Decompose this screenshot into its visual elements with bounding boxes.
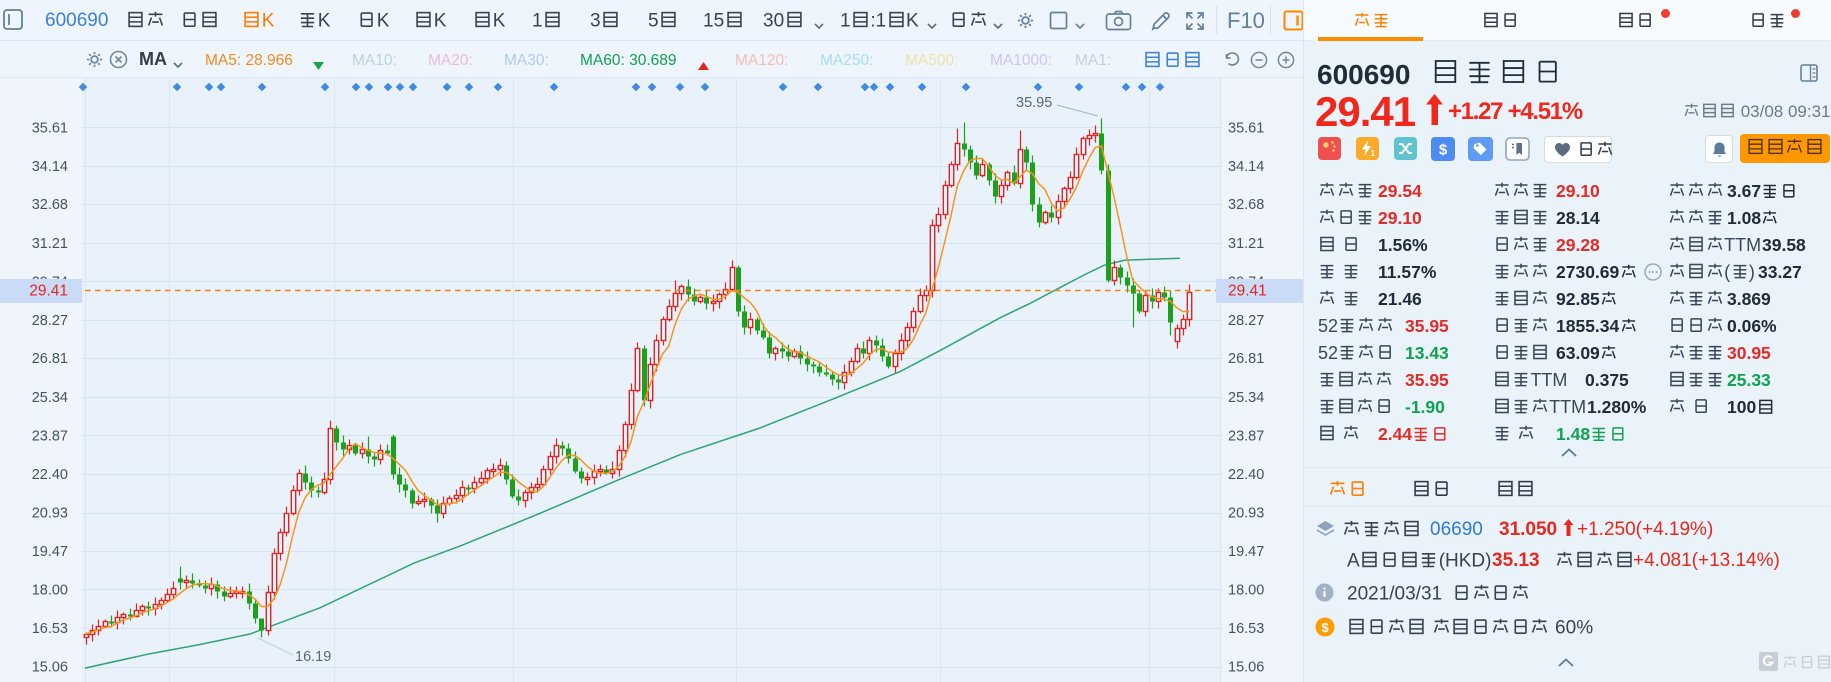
svg-text:19.47: 19.47 <box>32 544 68 560</box>
svg-text:16.19: 16.19 <box>295 649 331 665</box>
svg-text:22.40: 22.40 <box>1228 467 1264 483</box>
svg-text:26.81: 26.81 <box>32 351 68 367</box>
svg-text:34.14: 34.14 <box>1228 159 1264 175</box>
svg-text:15.06: 15.06 <box>1228 660 1264 676</box>
svg-text:34.14: 34.14 <box>32 159 68 175</box>
svg-text:28.27: 28.27 <box>1228 313 1264 329</box>
svg-text:31.21: 31.21 <box>1228 236 1264 252</box>
svg-text:20.93: 20.93 <box>32 506 68 522</box>
svg-text:35.61: 35.61 <box>1228 120 1264 136</box>
svg-text:20.93: 20.93 <box>1228 506 1264 522</box>
svg-text:16.53: 16.53 <box>1228 621 1264 637</box>
svg-text:29.41: 29.41 <box>29 283 68 300</box>
svg-text:23.87: 23.87 <box>1228 428 1264 444</box>
svg-text:25.34: 25.34 <box>1228 390 1264 406</box>
svg-text:26.81: 26.81 <box>1228 351 1264 367</box>
svg-text:32.68: 32.68 <box>1228 197 1264 213</box>
svg-text:18.00: 18.00 <box>32 582 68 598</box>
svg-text:29.41: 29.41 <box>1228 283 1267 300</box>
svg-text:$: $ <box>1321 620 1329 635</box>
svg-text:28.27: 28.27 <box>32 313 68 329</box>
svg-text:35.95: 35.95 <box>1016 95 1052 111</box>
svg-text:25.34: 25.34 <box>32 390 68 406</box>
svg-text:22.40: 22.40 <box>32 467 68 483</box>
svg-text:$: $ <box>1439 142 1448 159</box>
svg-text:23.87: 23.87 <box>32 428 68 444</box>
svg-text:16.53: 16.53 <box>32 621 68 637</box>
svg-text:15.06: 15.06 <box>32 660 68 676</box>
svg-text:32.68: 32.68 <box>32 197 68 213</box>
svg-text:19.47: 19.47 <box>1228 544 1264 560</box>
svg-text:31.21: 31.21 <box>32 236 68 252</box>
svg-text:1: 1 <box>1371 149 1376 158</box>
svg-text:35.61: 35.61 <box>32 120 68 136</box>
svg-text:18.00: 18.00 <box>1228 582 1264 598</box>
